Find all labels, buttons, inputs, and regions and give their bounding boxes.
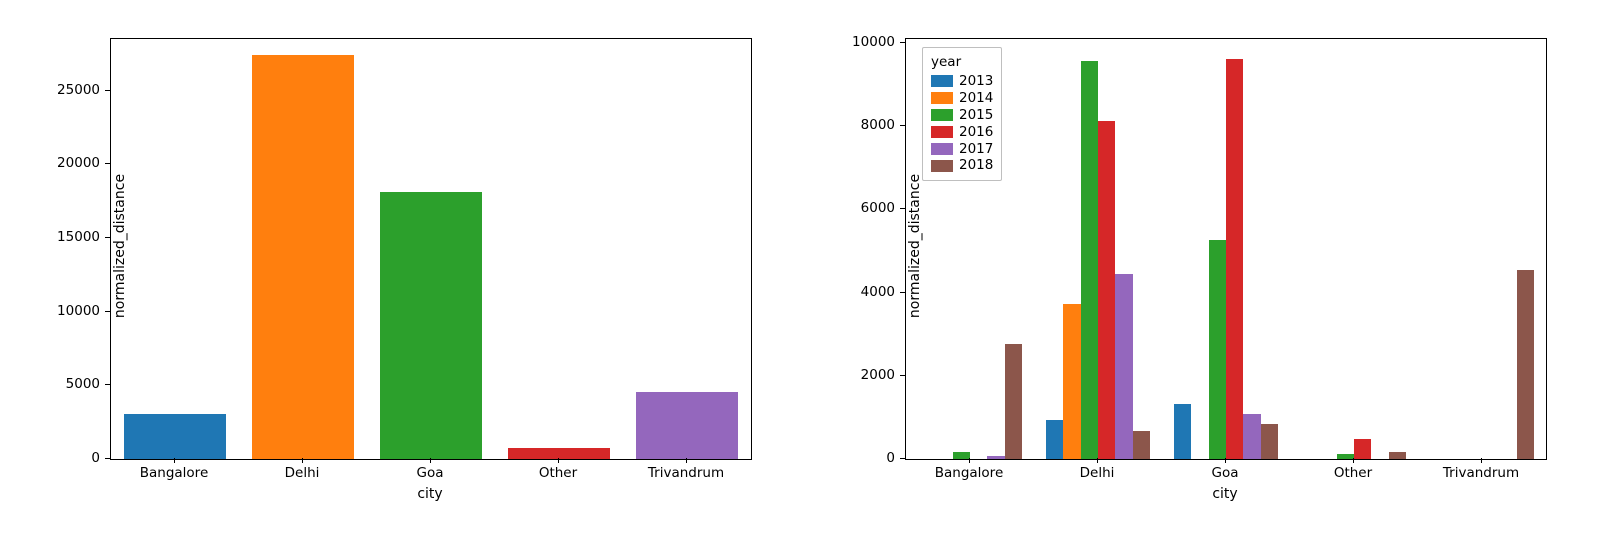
bar — [1046, 420, 1063, 460]
bar — [1243, 414, 1260, 459]
xtick — [174, 458, 175, 463]
xtick — [1353, 458, 1354, 463]
ytick — [900, 292, 905, 293]
legend-item: 2017 — [931, 141, 993, 158]
ytick-label: 10000 — [50, 303, 100, 319]
bar — [1005, 344, 1022, 459]
legend-swatch — [931, 160, 953, 172]
legend-item: 2018 — [931, 157, 993, 174]
bar — [636, 392, 738, 459]
ytick — [900, 42, 905, 43]
legend-item: 2016 — [931, 124, 993, 141]
xtick-label: Trivandrum — [648, 465, 724, 481]
legend-swatch — [931, 143, 953, 155]
ytick — [105, 237, 110, 238]
ytick-label: 0 — [845, 450, 895, 466]
ylabel: normalized_distance — [112, 146, 128, 346]
ytick-label: 20000 — [50, 155, 100, 171]
ytick — [105, 458, 110, 459]
ytick-label: 10000 — [845, 34, 895, 50]
ytick — [105, 163, 110, 164]
bar — [1354, 439, 1371, 459]
bar — [380, 192, 482, 459]
ytick — [105, 90, 110, 91]
xtick-label: Bangalore — [935, 465, 1004, 481]
bar — [953, 452, 970, 459]
ytick — [900, 125, 905, 126]
ytick-label: 25000 — [50, 82, 100, 98]
bar — [1337, 454, 1354, 459]
bar — [1517, 270, 1534, 459]
legend-label: 2016 — [959, 124, 993, 141]
subplot-right: year 201320142015201620172018 — [905, 38, 1547, 460]
figure: 0500010000150002000025000normalized_dist… — [0, 0, 1600, 533]
bar — [252, 55, 354, 459]
ylabel: normalized_distance — [907, 146, 923, 346]
subplot-left — [110, 38, 752, 460]
legend: year 201320142015201620172018 — [922, 47, 1002, 181]
bar — [1098, 121, 1115, 459]
bar — [1133, 431, 1150, 459]
legend-item: 2015 — [931, 107, 993, 124]
legend-item: 2013 — [931, 73, 993, 90]
xlabel: city — [400, 486, 460, 502]
xlabel: city — [1195, 486, 1255, 502]
ytick — [900, 458, 905, 459]
ytick — [900, 375, 905, 376]
ytick-label: 15000 — [50, 229, 100, 245]
bar — [987, 456, 1004, 459]
legend-label: 2017 — [959, 141, 993, 158]
xtick — [1225, 458, 1226, 463]
bar — [1389, 452, 1406, 459]
ytick-label: 0 — [50, 450, 100, 466]
xtick-label: Goa — [1212, 465, 1239, 481]
bar — [124, 414, 226, 459]
legend-swatch — [931, 126, 953, 138]
legend-label: 2013 — [959, 73, 993, 90]
bar — [1115, 274, 1132, 459]
ytick — [105, 384, 110, 385]
xtick — [558, 458, 559, 463]
bar — [1174, 404, 1191, 459]
legend-label: 2015 — [959, 107, 993, 124]
bar — [1081, 61, 1098, 459]
xtick — [1097, 458, 1098, 463]
xtick-label: Other — [1334, 465, 1372, 481]
xtick — [969, 458, 970, 463]
xtick-label: Other — [539, 465, 577, 481]
xtick-label: Bangalore — [140, 465, 209, 481]
legend-title: year — [931, 54, 993, 70]
bar — [1226, 59, 1243, 459]
xtick-label: Delhi — [285, 465, 320, 481]
ytick — [900, 208, 905, 209]
legend-label: 2014 — [959, 90, 993, 107]
ytick-label: 8000 — [845, 117, 895, 133]
xtick — [430, 458, 431, 463]
ytick-label: 5000 — [50, 376, 100, 392]
xtick — [686, 458, 687, 463]
legend-swatch — [931, 75, 953, 87]
bar — [1209, 240, 1226, 459]
xtick — [302, 458, 303, 463]
ytick-label: 6000 — [845, 200, 895, 216]
legend-item: 2014 — [931, 90, 993, 107]
legend-label: 2018 — [959, 157, 993, 174]
xtick-label: Goa — [417, 465, 444, 481]
ytick — [105, 311, 110, 312]
xtick-label: Trivandrum — [1443, 465, 1519, 481]
legend-swatch — [931, 109, 953, 121]
bar — [1261, 424, 1278, 459]
legend-swatch — [931, 92, 953, 104]
ytick-label: 4000 — [845, 284, 895, 300]
bar — [1063, 304, 1080, 459]
xtick — [1481, 458, 1482, 463]
ytick-label: 2000 — [845, 367, 895, 383]
xtick-label: Delhi — [1080, 465, 1115, 481]
